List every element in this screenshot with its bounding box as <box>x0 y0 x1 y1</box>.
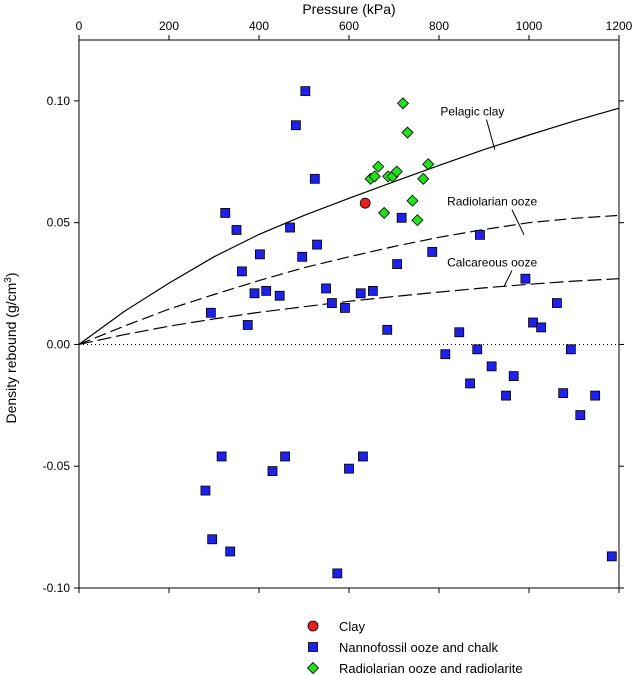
data-point-nannofossil <box>300 86 311 97</box>
data-point-nannofossil <box>344 463 354 474</box>
data-point-radiolarian <box>417 172 430 185</box>
data-point-nannofossil <box>565 344 576 355</box>
curve-label: Calcareous ooze <box>447 256 537 270</box>
data-point-nannofossil <box>200 485 211 496</box>
data-point-nannofossil <box>225 546 236 557</box>
legend-marker-radiolarian <box>306 661 320 675</box>
data-point-nannofossil <box>427 246 438 257</box>
data-point-nannofossil <box>242 320 253 330</box>
curve-label: Pelagic clay <box>440 105 504 119</box>
data-point-nannofossil <box>396 212 407 223</box>
data-point-nannofossil <box>231 225 242 235</box>
data-point-nannofossil <box>472 344 483 355</box>
data-point-nannofossil <box>501 390 511 401</box>
data-point-nannofossil <box>285 222 295 233</box>
data-point-radiolarian <box>411 214 424 227</box>
data-point-clay <box>359 197 371 209</box>
data-point-nannofossil <box>297 251 308 262</box>
data-points <box>200 86 617 579</box>
curve-label-leader <box>485 119 496 150</box>
data-point-nannofossil <box>520 273 531 284</box>
plot-frame <box>78 39 620 589</box>
data-point-nannofossil <box>355 288 366 299</box>
data-point-nannofossil <box>312 239 322 250</box>
data-point-nannofossil <box>205 307 216 318</box>
y-tick-label: 0.05 <box>47 216 71 230</box>
data-point-nannofossil <box>475 229 485 240</box>
data-point-nannofossil <box>236 266 247 277</box>
x-tick-label: 200 <box>159 19 179 33</box>
data-point-radiolarian <box>422 158 435 171</box>
x-tick-label: 1000 <box>516 19 543 33</box>
data-point-nannofossil <box>606 551 617 562</box>
y-tick-labels: -0.10 -0.05 0.00 0.05 0.10 <box>43 94 71 595</box>
data-point-nannofossil <box>249 288 260 299</box>
data-point-radiolarian <box>401 126 414 139</box>
data-point-nannofossil <box>220 208 231 218</box>
data-point-nannofossil <box>575 410 586 420</box>
x-axis-title: Pressure (kPa) <box>302 1 395 17</box>
data-point-nannofossil <box>332 568 343 579</box>
data-point-radiolarian <box>368 170 381 183</box>
x-tick-labels: 0 200 400 600 800 1000 1200 <box>76 19 633 33</box>
data-point-nannofossil <box>465 378 475 389</box>
data-point-nannofossil <box>274 290 285 301</box>
x-tick-label: 0 <box>76 19 83 33</box>
data-point-radiolarian <box>396 97 410 110</box>
data-point-nannofossil <box>536 322 547 333</box>
legend-marker-clay <box>307 620 319 632</box>
y-tick-label: 0.00 <box>47 337 71 351</box>
data-point-nannofossil <box>267 466 278 476</box>
data-point-nannofossil <box>508 371 519 382</box>
data-point-nannofossil <box>280 451 291 462</box>
data-point-nannofossil <box>358 451 368 462</box>
legend: Clay Nannofossil ooze and chalk Radiolaria… <box>306 619 523 675</box>
data-point-nannofossil <box>309 173 320 184</box>
y-tick-label: -0.10 <box>43 581 71 595</box>
data-point-radiolarian <box>372 160 385 173</box>
x-tick-label: 600 <box>339 19 359 33</box>
curve-label: Radiolarian ooze <box>447 195 537 209</box>
data-point-nannofossil <box>254 249 265 260</box>
x-tick-label: 1200 <box>606 19 633 33</box>
data-point-nannofossil <box>382 324 393 335</box>
data-point-nannofossil <box>552 298 562 308</box>
data-point-nannofossil <box>367 285 378 296</box>
y-tick-label: 0.10 <box>47 94 71 108</box>
data-point-nannofossil <box>326 298 337 308</box>
curve-radiolarian-ooze <box>78 214 620 345</box>
data-point-radiolarian <box>406 194 419 207</box>
x-tick-label: 800 <box>429 19 449 33</box>
data-point-nannofossil <box>558 388 569 399</box>
data-point-nannofossil <box>440 349 451 360</box>
curve-pelagic-clay <box>78 107 620 345</box>
curve-labels: Pelagic clay Radiolarian ooze Calcareous o… <box>440 105 537 287</box>
legend-marker-nannofossil <box>308 642 318 652</box>
legend-label: Clay <box>339 619 366 634</box>
data-point-nannofossil <box>528 317 538 328</box>
legend-label: Radiolarian ooze and radiolarite <box>339 661 523 675</box>
data-point-nannofossil <box>486 361 497 372</box>
data-point-nannofossil <box>590 390 601 401</box>
curve-calcareous-ooze <box>78 278 620 345</box>
y-axis-title: Density rebound (g/cm3) <box>3 272 19 423</box>
data-point-nannofossil <box>454 327 465 338</box>
data-point-nannofossil <box>216 451 227 462</box>
curve-label-leader <box>511 209 525 236</box>
data-point-radiolarian <box>378 206 391 219</box>
data-point-nannofossil <box>392 259 403 269</box>
fit-curves <box>78 107 620 345</box>
tick-marks <box>74 35 624 593</box>
y-tick-label: -0.05 <box>43 459 71 473</box>
data-point-radiolarian <box>390 165 403 178</box>
data-point-nannofossil <box>290 120 301 131</box>
x-tick-label: 400 <box>249 19 269 33</box>
data-point-nannofossil <box>207 534 218 545</box>
data-point-nannofossil <box>261 285 272 296</box>
legend-label: Nannofossil ooze and chalk <box>339 640 498 655</box>
curve-label-leader <box>503 270 513 287</box>
data-point-nannofossil <box>321 283 331 294</box>
data-point-nannofossil <box>340 303 350 313</box>
